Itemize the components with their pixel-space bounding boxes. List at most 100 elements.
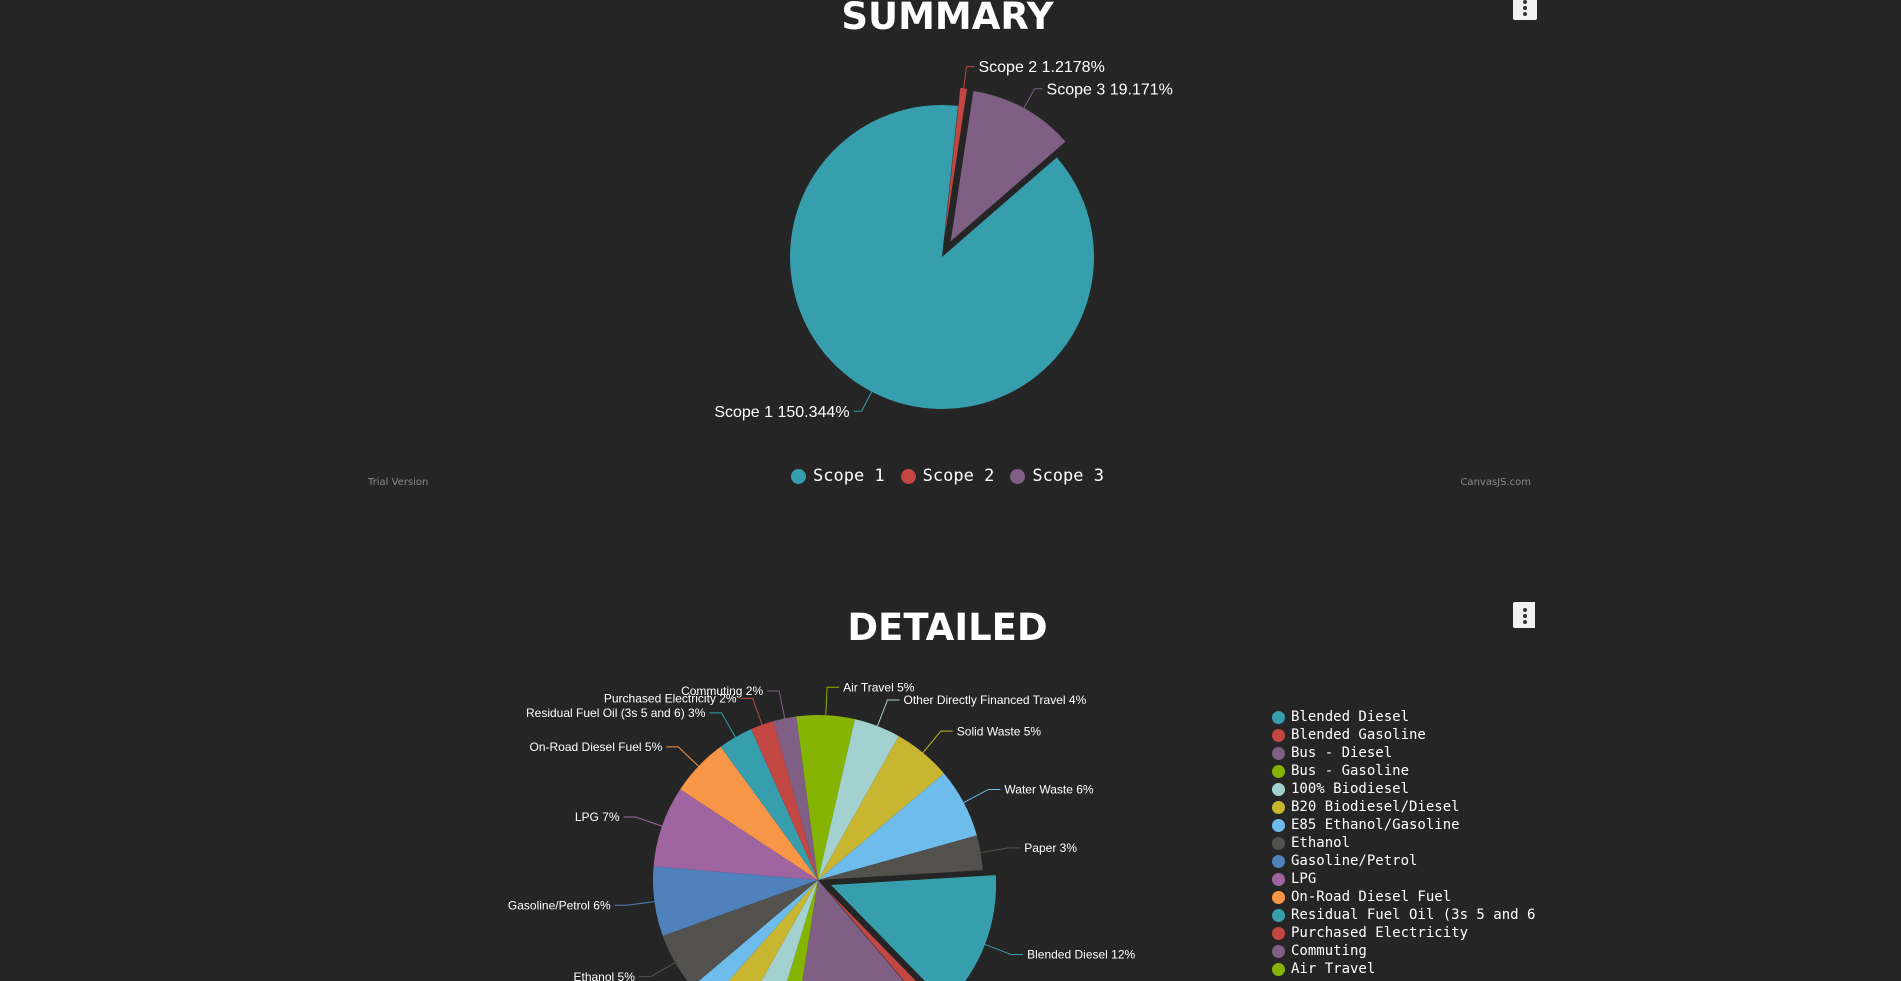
summary-label-scope-3: Scope 3 19.171%: [1047, 81, 1173, 98]
more-vertical-icon: [1523, 0, 1527, 16]
legend-marker: [1272, 800, 1285, 814]
legend-label: Gasoline/Petrol: [1291, 853, 1418, 869]
detailed-slice-commuting[interactable]: [773, 716, 818, 880]
detailed-legend: Blended Diesel Blended Gasoline Bus - Dies…: [1272, 708, 1535, 978]
detailed-label-blended-diesel: Blended Diesel 12%: [1027, 948, 1135, 962]
detailed-legend-item-blended-gasoline[interactable]: Blended Gasoline: [1272, 726, 1535, 744]
detailed-slice-lpg[interactable]: [653, 789, 818, 880]
detailed-legend-item-b20-biodiesel-diesel[interactable]: B20 Biodiesel/Diesel: [1272, 798, 1535, 816]
legend-label: Blended Gasoline: [1291, 727, 1426, 743]
detailed-slice-on-road-diesel-fuel[interactable]: [680, 746, 818, 880]
legend-label: Residual Fuel Oil (3s 5 and 6): [1291, 907, 1535, 923]
legend-label: 100% Biodiesel: [1291, 781, 1410, 797]
detailed-slice-other-directly-financed-travel[interactable]: [818, 719, 899, 880]
detailed-leader-line-gasoline-petrol: [614, 901, 655, 906]
legend-label: Scope 2: [922, 466, 995, 486]
detailed-legend-item-on-road-diesel-fuel[interactable]: On-Road Diesel Fuel: [1272, 888, 1535, 906]
detailed-menu-button[interactable]: [1513, 602, 1535, 628]
summary-pie-chart: Scope 1 150.344% Scope 2 1.2178% Scope 3 1…: [714, 59, 1173, 421]
legend-label: LPG: [1291, 871, 1317, 887]
summary-legend-item-scope-1[interactable]: Scope 1: [791, 466, 885, 486]
detailed-leader-line-purchased-electricity: [740, 697, 763, 725]
summary-legend-item-scope-3[interactable]: Scope 3: [1010, 466, 1104, 486]
legend-label: B20 Biodiesel/Diesel: [1291, 799, 1460, 815]
summary-legend-item-scope-2[interactable]: Scope 2: [900, 466, 995, 486]
detailed-legend-item-bus-gasoline[interactable]: Bus - Gasoline: [1272, 762, 1535, 780]
detailed-slice-residual-fuel-oil-3s-5-and-6[interactable]: [720, 729, 818, 880]
detailed-slice-air-travel[interactable]: [796, 715, 855, 880]
detailed-label-water-waste: Water Waste 6%: [1004, 783, 1093, 797]
detailed-legend-item-lpg[interactable]: LPG: [1272, 870, 1535, 888]
legend-label: Scope 3: [1032, 466, 1104, 486]
summary-menu-button[interactable]: [1513, 0, 1537, 20]
detailed-label-commuting: Commuting 2%: [681, 684, 763, 698]
legend-marker: [1272, 890, 1285, 904]
summary-leader-line-scope-1: [853, 391, 873, 412]
detailed-slice-paper[interactable]: [818, 835, 983, 880]
legend-marker: [1272, 710, 1285, 724]
detailed-legend-item-gasoline-petrol[interactable]: Gasoline/Petrol: [1272, 852, 1535, 870]
legend-marker: [1272, 962, 1285, 976]
detailed-slice-purchased-electricity[interactable]: [751, 721, 818, 880]
detailed-label-residual-fuel-oil-3s-5-and-6: Residual Fuel Oil (3s 5 and 6) 3%: [526, 706, 706, 720]
detailed-legend-item-bus-diesel[interactable]: Bus - Diesel: [1272, 744, 1535, 762]
legend-label: Blended Diesel: [1291, 709, 1410, 725]
legend-marker: [900, 468, 916, 484]
summary-title: SUMMARY: [841, 0, 1054, 38]
detailed-legend-item-commuting[interactable]: Commuting: [1272, 942, 1535, 960]
detailed-slice-100-biodiesel[interactable]: [737, 880, 818, 981]
legend-label: Ethanol: [1291, 835, 1351, 851]
detailed-legend-item-100-biodiesel[interactable]: 100% Biodiesel: [1272, 780, 1535, 798]
summary-slice-scope-3[interactable]: [950, 90, 1066, 242]
legend-label: Commuting: [1291, 943, 1367, 959]
legend-marker: [1272, 854, 1285, 868]
detailed-slice-blended-gasoline[interactable]: [827, 890, 942, 981]
detailed-leader-line-on-road-diesel-fuel: [666, 746, 699, 767]
detailed-slice-solid-waste[interactable]: [818, 736, 944, 880]
legend-label: Bus - Gasoline: [1291, 763, 1410, 779]
legend-marker: [1272, 782, 1285, 796]
detailed-slice-bus-diesel[interactable]: [793, 880, 925, 981]
detailed-slice-ethanol[interactable]: [662, 880, 818, 981]
detailed-slice-bus-gasoline[interactable]: [770, 880, 818, 981]
detailed-leader-line-blended-diesel: [984, 943, 1024, 956]
detailed-slice-gasoline-petrol[interactable]: [653, 866, 818, 936]
detailed-legend-item-purchased-electricity[interactable]: Purchased Electricity: [1272, 924, 1535, 942]
detailed-legend-item-residual-fuel-oil-3s-5-and-6[interactable]: Residual Fuel Oil (3s 5 and 6): [1272, 906, 1535, 924]
legend-marker: [1010, 468, 1026, 484]
summary-slice-scope-2[interactable]: [944, 87, 968, 240]
detailed-label-paper: Paper 3%: [1024, 841, 1077, 855]
detailed-pie-chart: Blended Diesel 12%B20 Biodiesel/Diesel 3…: [508, 680, 1136, 981]
summary-leader-line-scope-2: [963, 66, 975, 89]
summary-label-scope-1: Scope 1 150.344%: [714, 404, 849, 421]
detailed-legend-item-e85-ethanol-gasoline[interactable]: E85 Ethanol/Gasoline: [1272, 816, 1535, 834]
summary-leader-line-scope-3: [1023, 88, 1043, 109]
detailed-slice-blended-diesel[interactable]: [831, 875, 997, 981]
summary-chart-panel: SUMMARY Scope 1 150.344% Scope 2 1.2178% S…: [360, 0, 1537, 500]
summary-label-scope-2: Scope 2 1.2178%: [978, 59, 1104, 76]
legend-marker: [1272, 908, 1285, 922]
canvasjs-watermark[interactable]: CanvasJS.com: [1460, 477, 1531, 488]
detailed-legend-item-air-travel[interactable]: Air Travel: [1272, 960, 1535, 978]
legend-marker: [1272, 746, 1285, 760]
legend-marker: [1272, 926, 1285, 940]
detailed-leader-line-other-directly-financed-travel: [876, 699, 900, 727]
detailed-label-lpg: LPG 7%: [575, 810, 620, 824]
legend-marker: [1272, 944, 1285, 958]
legend-label: Bus - Diesel: [1291, 745, 1393, 761]
legend-marker: [1272, 836, 1285, 850]
detailed-slice-water-waste[interactable]: [818, 773, 977, 880]
detailed-label-other-directly-financed-travel: Other Directly Financed Travel 4%: [904, 693, 1087, 707]
detailed-legend-item-blended-diesel[interactable]: Blended Diesel: [1272, 708, 1535, 726]
detailed-leader-line-air-travel: [825, 686, 840, 716]
more-vertical-icon: [1523, 608, 1527, 624]
detailed-label-solid-waste: Solid Waste 5%: [957, 724, 1042, 738]
legend-label: Scope 1: [813, 466, 885, 486]
legend-marker: [1272, 818, 1285, 832]
trial-version-watermark: Trial Version: [368, 477, 429, 488]
detailed-legend-item-ethanol[interactable]: Ethanol: [1272, 834, 1535, 852]
legend-label: Purchased Electricity: [1291, 925, 1469, 941]
detailed-leader-line-solid-waste: [922, 730, 953, 754]
summary-slice-scope-1[interactable]: [790, 105, 1094, 409]
detailed-label-air-travel: Air Travel 5%: [843, 680, 915, 694]
